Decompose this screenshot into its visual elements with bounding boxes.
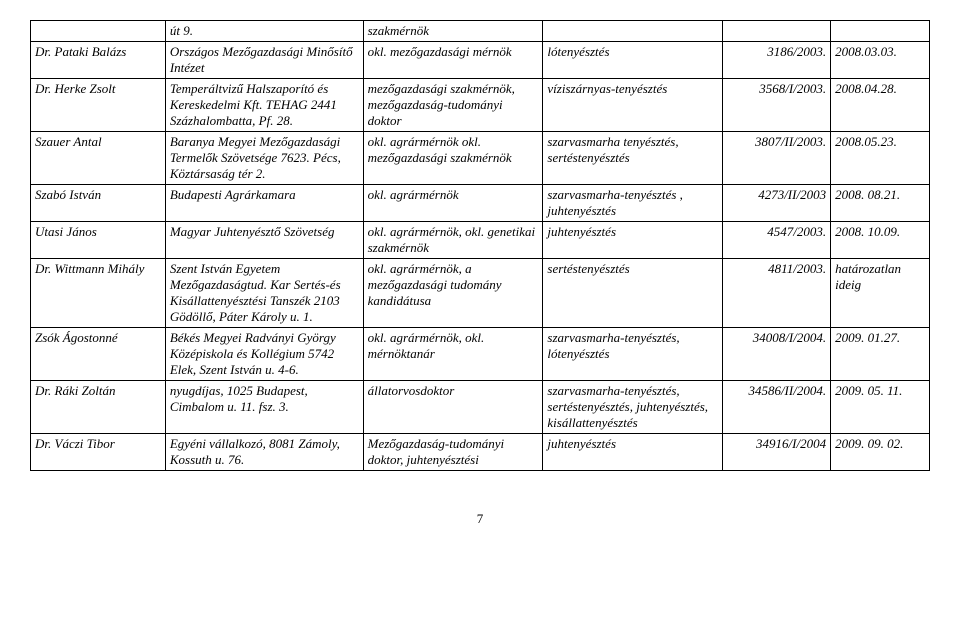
table-row: Dr. Ráki Zoltánnyugdíjas, 1025 Budapest,… bbox=[31, 381, 930, 434]
cell-org: nyugdíjas, 1025 Budapest, Cimbalom u. 11… bbox=[165, 381, 363, 434]
cell-qual: mezőgazdasági szakmérnök, mezőgazdaság-t… bbox=[363, 79, 543, 132]
cell-spec: juhtenyésztés bbox=[543, 434, 723, 471]
cell-name: Dr. Herke Zsolt bbox=[31, 79, 166, 132]
cell-org: Egyéni vállalkozó, 8081 Zámoly, Kossuth … bbox=[165, 434, 363, 471]
cell-num: 4273/II/2003 bbox=[723, 185, 831, 222]
cell-spec: szarvasmarha-tenyésztés, lótenyésztés bbox=[543, 328, 723, 381]
cell-date: 2009. 01.27. bbox=[831, 328, 930, 381]
table-row: Zsók ÁgostonnéBékés Megyei Radványi Györ… bbox=[31, 328, 930, 381]
cell-qual: okl. agrármérnök, okl. mérnöktanár bbox=[363, 328, 543, 381]
cell-num bbox=[723, 21, 831, 42]
cell-name: Utasi János bbox=[31, 222, 166, 259]
cell-qual: okl. agrármérnök, okl. genetikai szakmér… bbox=[363, 222, 543, 259]
table-row: Utasi JánosMagyar Juhtenyésztő Szövetség… bbox=[31, 222, 930, 259]
cell-date: határozatlan ideig bbox=[831, 259, 930, 328]
cell-name: Zsók Ágostonné bbox=[31, 328, 166, 381]
table-row: Szauer AntalBaranya Megyei Mezőgazdasági… bbox=[31, 132, 930, 185]
cell-qual: állatorvosdoktor bbox=[363, 381, 543, 434]
table-row: Szabó IstvánBudapesti Agrárkamaraokl. ag… bbox=[31, 185, 930, 222]
cell-num: 4811/2003. bbox=[723, 259, 831, 328]
cell-name: Dr. Ráki Zoltán bbox=[31, 381, 166, 434]
cell-date: 2008.04.28. bbox=[831, 79, 930, 132]
table-row: út 9.szakmérnök bbox=[31, 21, 930, 42]
cell-qual: szakmérnök bbox=[363, 21, 543, 42]
cell-date: 2008. 10.09. bbox=[831, 222, 930, 259]
cell-org: út 9. bbox=[165, 21, 363, 42]
cell-num: 3568/I/2003. bbox=[723, 79, 831, 132]
cell-num: 3186/2003. bbox=[723, 42, 831, 79]
cell-spec: szarvasmarha-tenyésztés, sertéstenyészté… bbox=[543, 381, 723, 434]
cell-date: 2008. 08.21. bbox=[831, 185, 930, 222]
cell-num: 34916/I/2004 bbox=[723, 434, 831, 471]
table-row: Dr. Herke ZsoltTemperáltvizű Halszaporít… bbox=[31, 79, 930, 132]
cell-spec: juhtenyésztés bbox=[543, 222, 723, 259]
cell-date: 2008.03.03. bbox=[831, 42, 930, 79]
cell-date: 2009. 05. 11. bbox=[831, 381, 930, 434]
cell-spec: víziszárnyas-tenyésztés bbox=[543, 79, 723, 132]
table-row: Dr. Váczi TiborEgyéni vállalkozó, 8081 Z… bbox=[31, 434, 930, 471]
cell-date bbox=[831, 21, 930, 42]
cell-org: Baranya Megyei Mezőgazdasági Termelők Sz… bbox=[165, 132, 363, 185]
cell-name: Szabó István bbox=[31, 185, 166, 222]
cell-org: Országos Mezőgazdasági Minősítő Intézet bbox=[165, 42, 363, 79]
page-number: 7 bbox=[30, 511, 930, 527]
cell-num: 34008/I/2004. bbox=[723, 328, 831, 381]
table-row: Dr. Pataki BalázsOrszágos Mezőgazdasági … bbox=[31, 42, 930, 79]
cell-spec: sertéstenyésztés bbox=[543, 259, 723, 328]
cell-org: Szent István Egyetem Mezőgazdaságtud. Ka… bbox=[165, 259, 363, 328]
table-row: Dr. Wittmann MihálySzent István Egyetem … bbox=[31, 259, 930, 328]
cell-name: Dr. Pataki Balázs bbox=[31, 42, 166, 79]
cell-name: Dr. Wittmann Mihály bbox=[31, 259, 166, 328]
cell-name: Szauer Antal bbox=[31, 132, 166, 185]
data-table: út 9.szakmérnökDr. Pataki BalázsOrszágos… bbox=[30, 20, 930, 471]
cell-name bbox=[31, 21, 166, 42]
cell-qual: Mezőgazdaság-tudományi doktor, juhtenyés… bbox=[363, 434, 543, 471]
cell-num: 4547/2003. bbox=[723, 222, 831, 259]
cell-qual: okl. mezőgazdasági mérnök bbox=[363, 42, 543, 79]
cell-org: Magyar Juhtenyésztő Szövetség bbox=[165, 222, 363, 259]
cell-date: 2008.05.23. bbox=[831, 132, 930, 185]
cell-qual: okl. agrármérnök okl. mezőgazdasági szak… bbox=[363, 132, 543, 185]
cell-qual: okl. agrármérnök bbox=[363, 185, 543, 222]
cell-spec: lótenyésztés bbox=[543, 42, 723, 79]
cell-name: Dr. Váczi Tibor bbox=[31, 434, 166, 471]
cell-qual: okl. agrármérnök, a mezőgazdasági tudomá… bbox=[363, 259, 543, 328]
cell-num: 34586/II/2004. bbox=[723, 381, 831, 434]
cell-num: 3807/II/2003. bbox=[723, 132, 831, 185]
cell-date: 2009. 09. 02. bbox=[831, 434, 930, 471]
cell-spec bbox=[543, 21, 723, 42]
cell-org: Budapesti Agrárkamara bbox=[165, 185, 363, 222]
cell-spec: szarvasmarha tenyésztés, sertéstenyészté… bbox=[543, 132, 723, 185]
cell-spec: szarvasmarha-tenyésztés , juhtenyésztés bbox=[543, 185, 723, 222]
cell-org: Békés Megyei Radványi György Középiskola… bbox=[165, 328, 363, 381]
cell-org: Temperáltvizű Halszaporító és Kereskedel… bbox=[165, 79, 363, 132]
